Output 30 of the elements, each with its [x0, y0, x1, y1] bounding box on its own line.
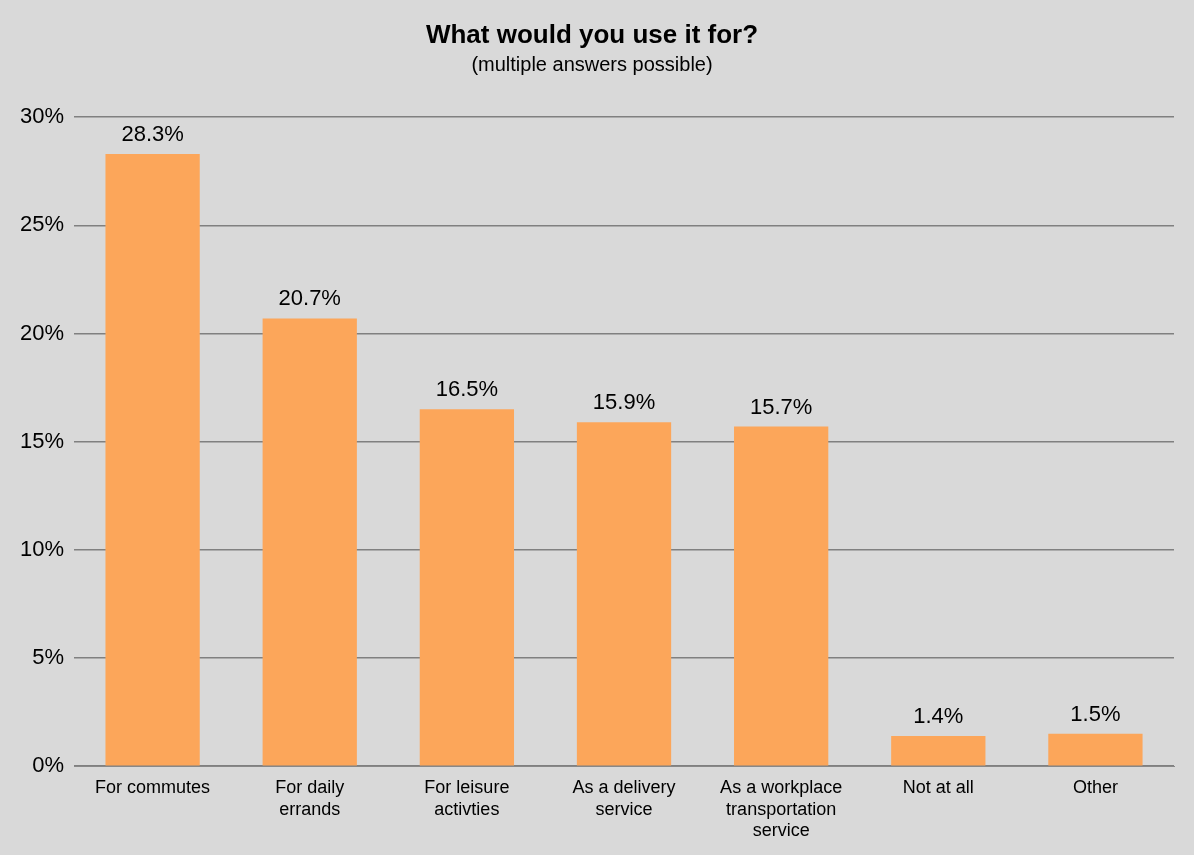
bar: [262, 318, 357, 766]
bar: [105, 153, 200, 766]
chart-title: What would you use it for?: [425, 18, 759, 49]
bar: [576, 422, 672, 766]
x-tick-label: Not at all: [902, 776, 974, 797]
y-tick-label: 5%: [32, 644, 65, 670]
x-tick-label: For commutes: [95, 776, 211, 797]
x-tick-label: Other: [1072, 776, 1118, 797]
data-label: 28.3%: [121, 121, 184, 147]
x-tick-label: As a delivery service: [572, 776, 676, 819]
data-label: 16.5%: [435, 376, 499, 402]
y-tick-label: 10%: [19, 535, 65, 561]
x-tick-label: For leisure activties: [424, 776, 510, 819]
y-tick-label: 15%: [19, 427, 65, 453]
data-label: 20.7%: [278, 285, 341, 311]
chart-subtitle: (multiple answers possible): [471, 52, 713, 75]
y-tick-label: 20%: [19, 319, 65, 345]
data-label: 15.7%: [749, 393, 813, 419]
data-label: 15.9%: [592, 389, 656, 415]
data-label: 1.4%: [913, 702, 964, 728]
bar: [734, 426, 829, 766]
x-tick-label: As a workplace transportation service: [720, 776, 843, 841]
x-tick-label: For daily errands: [275, 776, 345, 819]
data-label: 1.5%: [1070, 700, 1121, 726]
y-tick-label: 25%: [19, 211, 65, 237]
y-tick-label: 0%: [32, 752, 65, 778]
bar: [1048, 733, 1143, 766]
y-tick-label: 30%: [19, 103, 65, 129]
bar: [419, 409, 515, 766]
bar: [891, 735, 986, 766]
